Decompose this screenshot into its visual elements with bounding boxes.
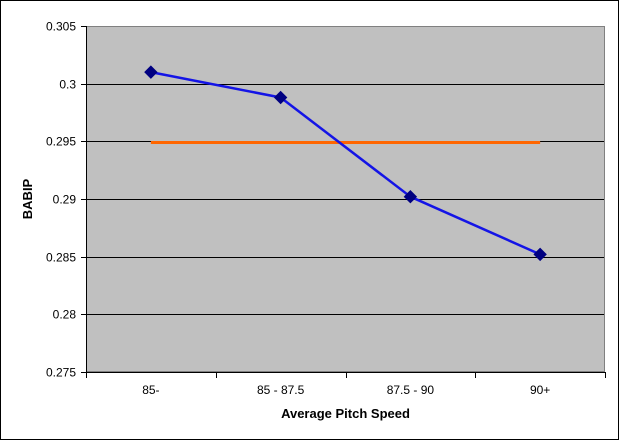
data-point-marker (533, 247, 547, 262)
y-tick-label: 0.28 (53, 308, 77, 322)
x-tick-label: 85- (142, 383, 159, 397)
y-tick-label: 0.285 (46, 251, 76, 265)
y-tick-label: 0.295 (46, 135, 76, 149)
x-axis-title: Average Pitch Speed (281, 406, 410, 421)
x-tick-label: 85 - 87.5 (257, 383, 305, 397)
data-point-marker (403, 189, 418, 204)
y-tick-label: 0.3 (59, 78, 76, 92)
tick-labels: 0.275 0.28 0.285 0.29 0.295 0.3 0.305 85- 85 - 8… (46, 20, 550, 398)
axes (81, 26, 606, 378)
x-tick-label: 87.5 - 90 (387, 383, 435, 397)
y-tick-label: 0.29 (53, 193, 77, 207)
x-tick-label: 90+ (530, 383, 550, 397)
series-layer (144, 65, 547, 262)
y-axis-title: BABIP (20, 178, 35, 219)
y-tick-label: 0.305 (46, 20, 76, 34)
series-line-1 (150, 70, 541, 256)
y-tick-label: 0.275 (46, 366, 76, 380)
data-point-marker (273, 90, 288, 105)
data-point-marker (144, 65, 158, 79)
